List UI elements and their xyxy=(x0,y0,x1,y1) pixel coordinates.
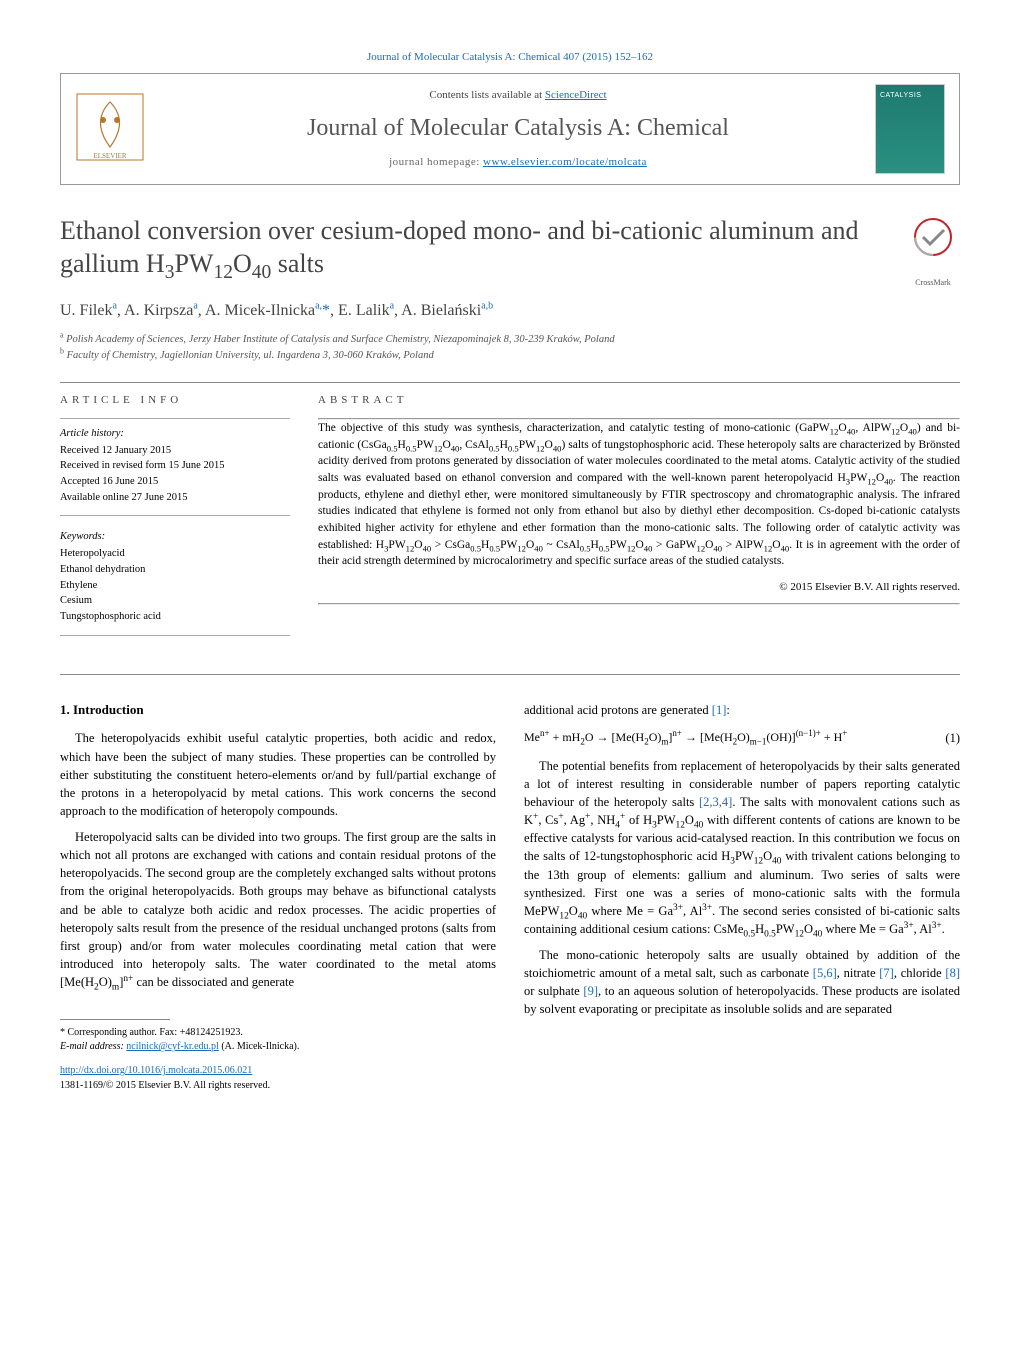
abstract-column: abstract The objective of this study was… xyxy=(318,393,960,644)
email-attribution: (A. Micek-Ilnicka). xyxy=(219,1041,300,1052)
footnotes: * Corresponding author. Fax: +4812425192… xyxy=(60,1026,496,1054)
keyword-item: Ethanol dehydration xyxy=(60,563,290,578)
article-info-label: article info xyxy=(60,393,290,408)
doi-link[interactable]: http://dx.doi.org/10.1016/j.molcata.2015… xyxy=(60,1065,252,1076)
history-item: Received 12 January 2015 xyxy=(60,444,290,459)
article-title: Ethanol conversion over cesium-doped mon… xyxy=(60,215,894,280)
abstract-text: The objective of this study was synthesi… xyxy=(318,420,960,570)
affiliations: a Polish Academy of Sciences, Jerzy Habe… xyxy=(60,332,960,364)
journal-name: Journal of Molecular Catalysis A: Chemic… xyxy=(161,112,875,146)
keyword-item: Ethylene xyxy=(60,579,290,594)
abstract-label: abstract xyxy=(318,393,960,408)
sciencedirect-link[interactable]: ScienceDirect xyxy=(545,89,607,101)
section-1-heading: 1. Introduction xyxy=(60,701,496,720)
equation-1-number: (1) xyxy=(936,729,960,747)
journal-ref-top: Journal of Molecular Catalysis A: Chemic… xyxy=(60,50,960,65)
journal-homepage-link[interactable]: www.elsevier.com/locate/molcata xyxy=(483,156,647,168)
intro-para-1: The heteropolyacids exhibit useful catal… xyxy=(60,729,496,820)
affiliation-line: a Polish Academy of Sciences, Jerzy Habe… xyxy=(60,332,960,348)
history-head: Article history: xyxy=(60,427,290,442)
keyword-item: Cesium xyxy=(60,594,290,609)
journal-header: ELSEVIER Contents lists available at Sci… xyxy=(60,73,960,185)
footnote-separator xyxy=(60,1019,170,1020)
corresponding-email-link[interactable]: ncilnick@cyf-kr.edu.pl xyxy=(126,1041,219,1052)
keyword-item: Heteropolyacid xyxy=(60,547,290,562)
footer: http://dx.doi.org/10.1016/j.molcata.2015… xyxy=(60,1064,496,1093)
intro-para-2: Heteropolyacid salts can be divided into… xyxy=(60,828,496,991)
body-column-left: 1. Introduction The heteropolyacids exhi… xyxy=(60,701,496,1094)
contents-prefix: Contents lists available at xyxy=(429,89,544,101)
journal-cover-thumb xyxy=(875,84,945,174)
history-list: Received 12 January 2015Received in revi… xyxy=(60,444,290,506)
crossmark-label: CrossMark xyxy=(906,277,960,288)
authors: U. Fileka, A. Kirpszaa, A. Micek-Ilnicka… xyxy=(60,300,960,322)
history-item: Available online 27 June 2015 xyxy=(60,491,290,506)
keywords-head: Keywords: xyxy=(60,530,290,545)
elsevier-logo: ELSEVIER xyxy=(75,92,145,167)
article-info-column: article info Article history: Received 1… xyxy=(60,393,290,644)
col2-lead: additional acid protons are generated [1… xyxy=(524,701,960,719)
col2-para-1: The potential benefits from replacement … xyxy=(524,757,960,938)
corresponding-author-note: * Corresponding author. Fax: +4812425192… xyxy=(60,1026,496,1040)
rule-mid xyxy=(60,674,960,675)
body-column-right: additional acid protons are generated [1… xyxy=(524,701,960,1094)
equation-1: Men+ + mH2O → [Me(H2O)m]n+ → [Me(H2O)m−1… xyxy=(524,729,936,746)
issn-line: 1381-1169/© 2015 Elsevier B.V. All right… xyxy=(60,1080,270,1091)
svg-text:ELSEVIER: ELSEVIER xyxy=(93,152,126,160)
copyright: © 2015 Elsevier B.V. All rights reserved… xyxy=(318,580,960,595)
history-item: Accepted 16 June 2015 xyxy=(60,475,290,490)
affiliation-line: b Faculty of Chemistry, Jagiellonian Uni… xyxy=(60,348,960,364)
rule-top xyxy=(60,382,960,383)
contents-line: Contents lists available at ScienceDirec… xyxy=(161,88,875,103)
keywords-list: HeteropolyacidEthanol dehydrationEthylen… xyxy=(60,547,290,624)
keyword-item: Tungstophosphoric acid xyxy=(60,610,290,625)
crossmark-badge[interactable]: CrossMark xyxy=(906,215,960,287)
homepage-prefix: journal homepage: xyxy=(389,156,483,168)
email-label: E-mail address: xyxy=(60,1041,126,1052)
col2-para-2: The mono-cationic heteropoly salts are u… xyxy=(524,946,960,1019)
journal-homepage-line: journal homepage: www.elsevier.com/locat… xyxy=(161,155,875,170)
history-item: Received in revised form 15 June 2015 xyxy=(60,459,290,474)
